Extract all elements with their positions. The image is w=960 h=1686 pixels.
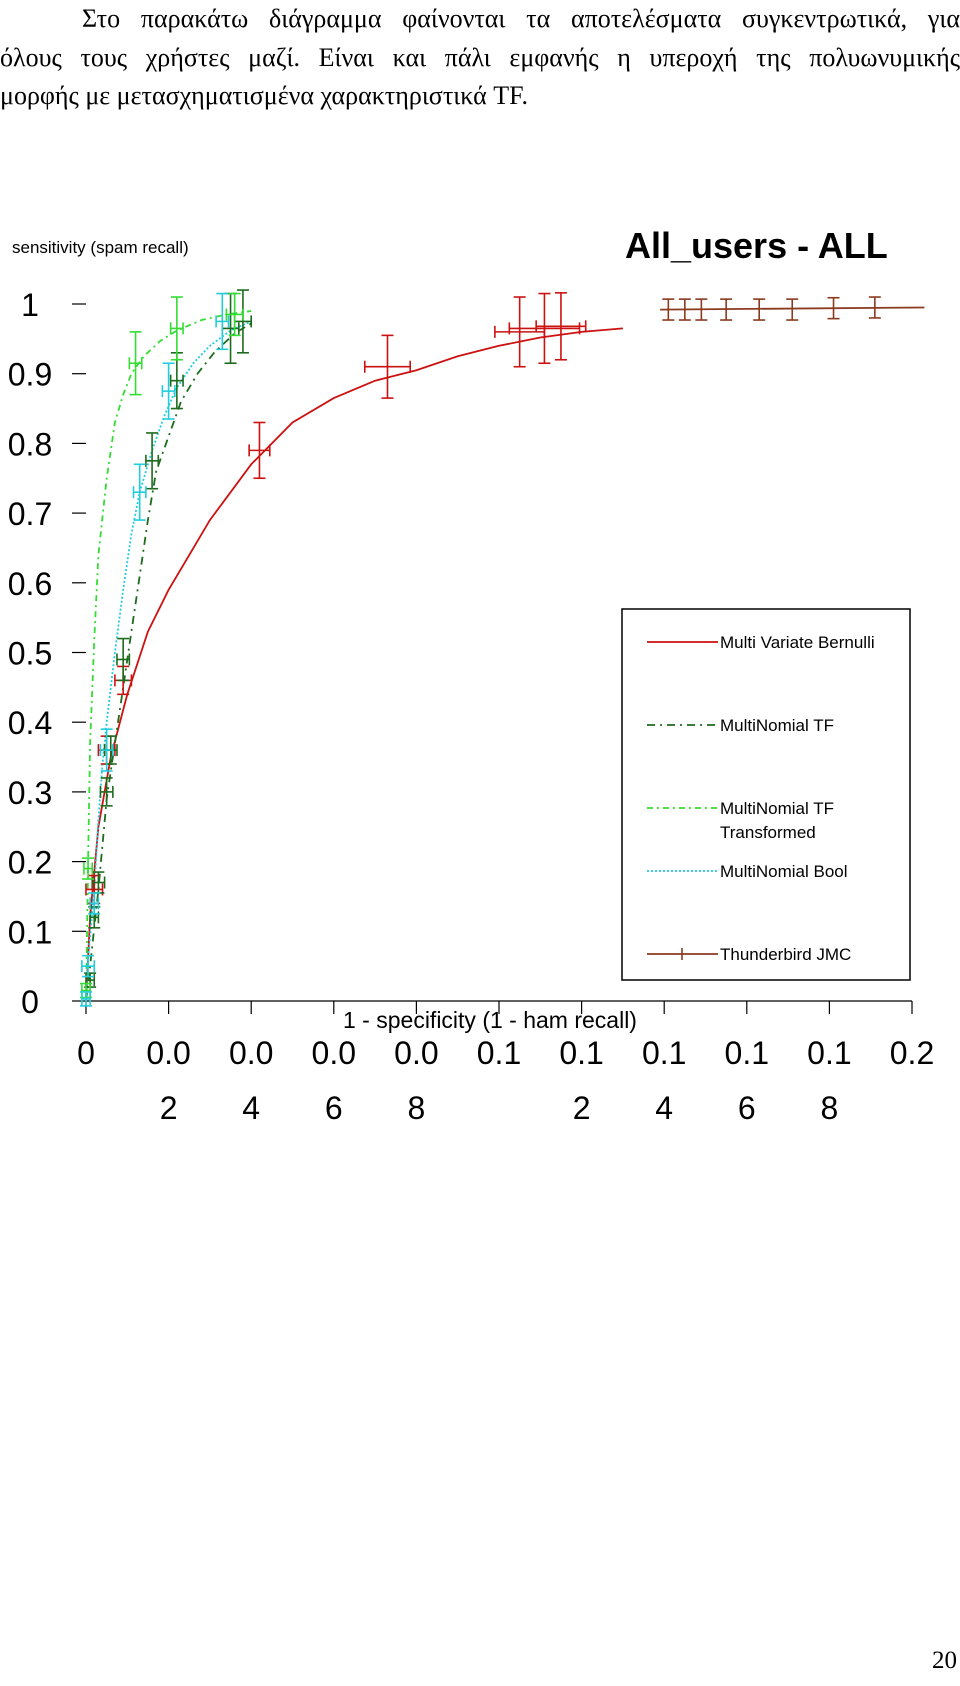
x-tick-label: 6 <box>325 1090 343 1126</box>
data-point <box>827 296 840 320</box>
legend-label-1: Multi Variate Bernulli <box>720 633 875 652</box>
chart-title: All_users - ALL <box>625 225 888 266</box>
data-point <box>508 292 581 365</box>
data-point <box>868 296 881 319</box>
x-tick-label: 4 <box>242 1090 260 1126</box>
data-point <box>662 298 675 321</box>
x-tick-label: 4 <box>655 1090 673 1126</box>
legend-label-3: MultiNomial TF <box>720 799 834 818</box>
data-point <box>128 331 143 396</box>
data-point <box>753 298 766 321</box>
data-point <box>248 421 271 480</box>
data-point <box>99 728 114 772</box>
data-point <box>82 857 95 880</box>
x-tick-label: 0.2 <box>890 1035 934 1071</box>
data-point <box>363 334 412 399</box>
chart-points <box>80 289 881 1007</box>
x-tick-label: 0.1 <box>642 1035 686 1071</box>
y-tick-label: 0.3 <box>8 775 52 811</box>
x-tick-label: 6 <box>738 1090 756 1126</box>
y-tick-label: 0.7 <box>8 496 52 532</box>
paragraph-line-3: μορφής με μετασχηματισμένα χαρακτηριστικ… <box>0 81 529 110</box>
data-point <box>225 292 244 337</box>
x-tick-label: 0.0 <box>146 1035 190 1071</box>
legend-box <box>621 608 911 981</box>
legend-label-4: MultiNomial Bool <box>720 862 848 881</box>
data-point <box>116 637 131 682</box>
y-tick-label: 0 <box>21 984 39 1020</box>
series-line-4 <box>85 320 252 1002</box>
y-axis-title: sensitivity (spam recall) <box>12 238 189 257</box>
chart-text: 0 0.0 2 0.0 4 0.0 6 0.0 8 0.1 0.1 2 0.1 4 0.1 6 0.1 8 0.2 0… <box>8 225 934 1126</box>
series-line-1 <box>85 327 623 1002</box>
data-point <box>88 892 101 915</box>
data-point <box>233 289 252 354</box>
data-point <box>169 351 184 410</box>
series-line-2 <box>85 322 252 1002</box>
data-point <box>145 432 160 490</box>
x-tick-label: 0.1 <box>807 1035 851 1071</box>
roc-chart: Multi Variate Bernulli MultiNomial TF Mult… <box>8 225 934 1126</box>
data-point <box>221 292 240 365</box>
data-point <box>169 296 184 361</box>
y-tick-label: 0.5 <box>8 636 52 672</box>
data-point <box>132 463 147 521</box>
x-tick-label: 0.0 <box>229 1035 273 1071</box>
data-point <box>99 777 114 807</box>
data-point <box>81 954 96 978</box>
paragraph-line-1: Στο παρακάτω διάγραμμα φαίνονται τα αποτ… <box>82 4 960 33</box>
x-tick-label: 0.0 <box>394 1035 438 1071</box>
data-point <box>161 362 176 420</box>
x-tick-label: 0.0 <box>312 1035 356 1071</box>
data-point <box>720 298 733 321</box>
y-tick-label: 0.9 <box>8 357 52 393</box>
legend-label-2: MultiNomial TF <box>720 716 834 735</box>
data-point <box>494 296 546 368</box>
x-tick-label: 2 <box>573 1090 591 1126</box>
x-tick-label: 2 <box>160 1090 178 1126</box>
data-point <box>786 298 799 321</box>
chart-axes <box>72 303 913 1014</box>
paragraph-line-2: όλους τους χρήστες μαζί. Είναι και πάλι … <box>0 42 960 72</box>
chart-legend: Multi Variate Bernulli MultiNomial TF Mult… <box>621 608 911 981</box>
data-point <box>80 991 92 1007</box>
y-tick-label: 0.8 <box>8 426 52 462</box>
series-line-3 <box>85 310 252 1002</box>
legend-label-3: Transformed <box>720 823 816 842</box>
body-paragraph: Στο παρακάτω διάγραμμα φαίνονται τα αποτ… <box>0 0 960 116</box>
data-point <box>678 298 691 321</box>
x-tick-label: 8 <box>408 1090 426 1126</box>
page-number: 20 <box>932 1647 957 1674</box>
data-point <box>695 298 708 321</box>
data-point <box>535 292 587 361</box>
y-tick-label: 0.4 <box>8 705 52 741</box>
x-axis-title: 1 - specificity (1 - ham recall) <box>343 1007 637 1033</box>
x-tick-label: 0.1 <box>725 1035 769 1071</box>
y-tick-label: 0.1 <box>8 914 52 950</box>
legend-label-5: Thunderbird JMC <box>720 945 851 964</box>
y-tick-label: 1 <box>21 287 39 323</box>
x-tick-label: 8 <box>821 1090 839 1126</box>
data-point <box>215 292 230 351</box>
y-tick-label: 0.2 <box>8 845 52 881</box>
x-tick-label: 0.1 <box>559 1035 603 1071</box>
y-tick-label: 0.6 <box>8 566 52 602</box>
x-tick-label: 0 <box>77 1035 95 1071</box>
x-tick-label: 0.1 <box>477 1035 521 1071</box>
